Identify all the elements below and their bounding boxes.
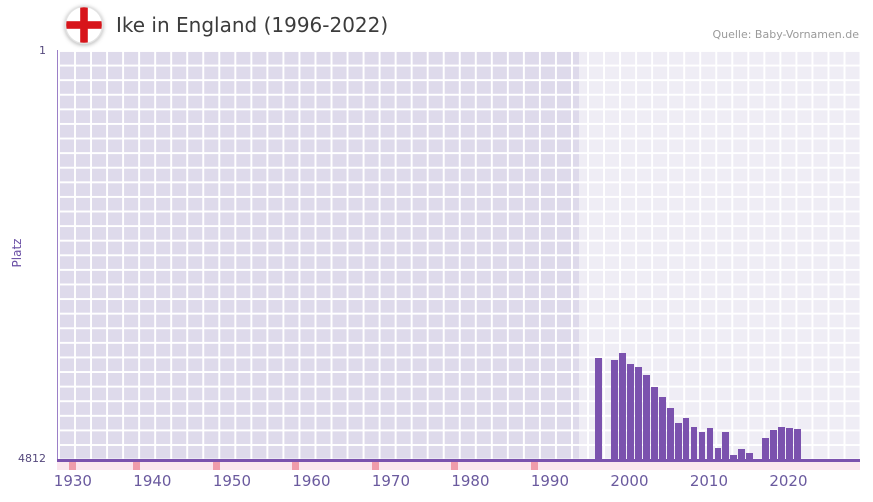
y-tick-bottom: 4812 [18, 452, 46, 465]
bar-2010[interactable] [706, 428, 714, 459]
bar-2006[interactable] [674, 423, 682, 459]
bar-2002[interactable] [642, 374, 650, 459]
bar-2001[interactable] [635, 367, 642, 459]
england-flag-icon [63, 4, 105, 46]
page-title: Ike in England (1996-2022) [116, 13, 389, 37]
x-tick-1960: 1960 [292, 472, 331, 490]
x-tick-1970: 1970 [371, 472, 410, 490]
no-data-marker-1978 [451, 462, 459, 470]
x-tick-1950: 1950 [212, 472, 251, 490]
bar-2020[interactable] [786, 428, 793, 459]
bar-2013[interactable] [730, 455, 738, 459]
bar-1999[interactable] [619, 352, 626, 459]
x-tick-1990: 1990 [530, 472, 570, 490]
plot-area [57, 50, 861, 459]
bar-2011[interactable] [714, 447, 722, 459]
bar-2015[interactable] [746, 452, 754, 459]
x-axis-line [57, 459, 860, 462]
bar-2012[interactable] [722, 431, 730, 459]
no-data-strip [57, 462, 860, 470]
bar-2008[interactable] [690, 427, 698, 459]
no-data-marker-1958 [292, 462, 299, 470]
x-tick-2000: 2000 [610, 472, 649, 490]
x-tick-2010: 2010 [689, 472, 729, 490]
x-tick-1980: 1980 [451, 472, 490, 490]
bar-2004[interactable] [658, 396, 666, 459]
source-credit: Quelle: Baby-Vornamen.de [712, 28, 859, 41]
x-axis-ticks: 1930 1940 1950 1960 1970 1980 1990 2000 2010 2020 [53, 472, 860, 494]
x-tick-1940: 1940 [133, 472, 172, 490]
bar-2000[interactable] [627, 364, 634, 459]
bar-2014[interactable] [738, 449, 746, 459]
no-data-marker-1938 [133, 462, 140, 470]
no-data-marker-1930 [69, 462, 77, 470]
bar-2003[interactable] [650, 386, 658, 459]
no-data-marker-1988 [530, 462, 538, 470]
bar-2005[interactable] [666, 407, 674, 459]
bar-1998[interactable] [611, 360, 618, 459]
y-axis-label: Platz [10, 238, 24, 268]
bar-2019[interactable] [778, 426, 785, 459]
bar-2009[interactable] [698, 432, 706, 459]
no-data-marker-1968 [371, 462, 379, 470]
bar-1996[interactable] [595, 357, 602, 459]
y-tick-top: 1 [39, 44, 46, 57]
bar-2021[interactable] [794, 429, 801, 459]
bar-2017[interactable] [762, 437, 769, 459]
bar-2018[interactable] [770, 429, 777, 459]
x-tick-2020: 2020 [769, 472, 808, 490]
bar-2007[interactable] [682, 418, 690, 459]
no-data-marker-1948 [212, 462, 220, 470]
x-tick-1930: 1930 [53, 472, 92, 490]
